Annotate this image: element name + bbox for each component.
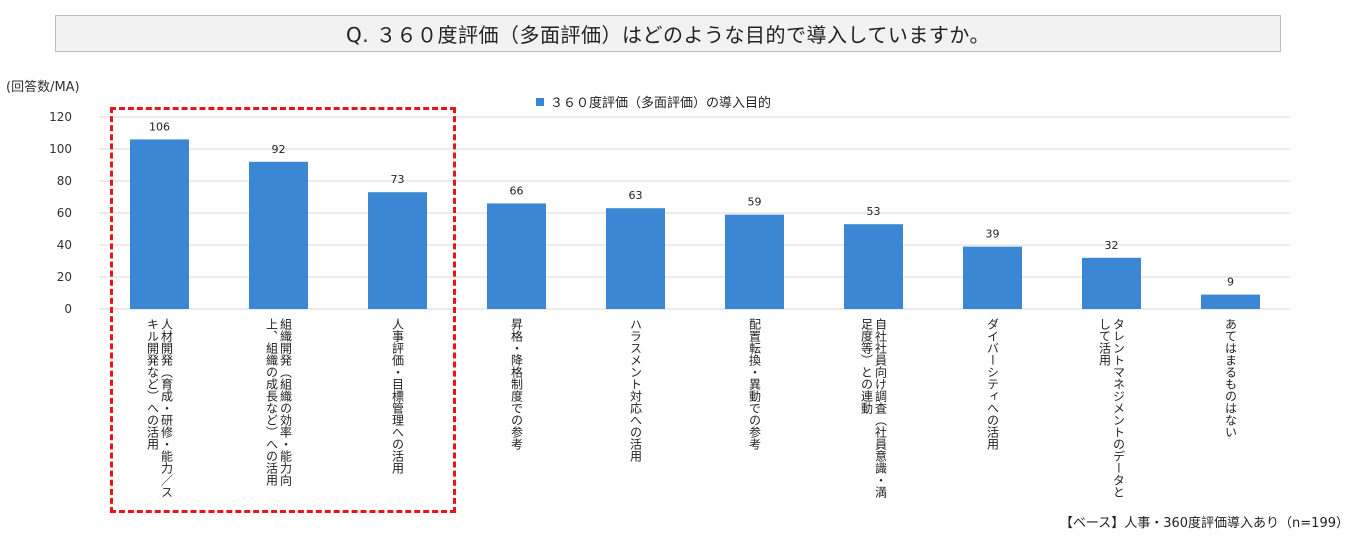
data-label: 63 xyxy=(629,189,643,202)
x-tick-label: ダイバーシティへの活用 xyxy=(985,318,1000,450)
legend-swatch xyxy=(536,97,544,106)
bar xyxy=(487,203,546,309)
x-tick-label: 昇格・降格制度での参考 xyxy=(509,318,524,450)
unit-label: (回答数/MA) xyxy=(6,80,80,95)
bar xyxy=(368,192,427,309)
bar xyxy=(963,246,1022,309)
y-tick-label: 40 xyxy=(57,238,72,252)
bar xyxy=(1082,257,1141,309)
bar xyxy=(1201,294,1260,309)
bar xyxy=(725,214,784,309)
question-title: Q. ３６０度評価（多面評価）はどのような目的で導入していますか。 xyxy=(55,15,1281,52)
data-label: 39 xyxy=(986,228,1000,241)
legend-label: ３６０度評価（多面評価）の導入目的 xyxy=(550,96,772,111)
data-label: 59 xyxy=(748,196,762,209)
y-tick-label: 120 xyxy=(49,110,72,124)
x-tick-label: 人事評価・目標管理への活用 xyxy=(390,318,405,474)
x-tick-label: 人材開発（育成・研修・能力／ス キル開発など）への活用 xyxy=(145,318,174,498)
base-note: 【ベース】人事・360度評価導入あり（n=199） xyxy=(1059,516,1349,531)
y-tick-label: 60 xyxy=(57,206,72,220)
data-label: 66 xyxy=(510,184,524,197)
data-label: 9 xyxy=(1227,276,1234,289)
data-label: 32 xyxy=(1105,239,1119,252)
x-tick-label: 配置転換・異動での参考 xyxy=(747,318,762,450)
y-tick-label: 0 xyxy=(64,302,72,316)
data-label: 73 xyxy=(391,173,405,186)
x-tick-label: ハラスメント対応への活用 xyxy=(628,318,643,462)
x-tick-label: あてはまるものはない xyxy=(1223,318,1238,438)
bar xyxy=(606,208,665,309)
x-tick-label: 組織開発（組織の効率・能力向 上、組織の成長など）への活用 xyxy=(264,318,293,486)
data-label: 106 xyxy=(149,120,170,133)
y-tick-label: 100 xyxy=(49,142,72,156)
legend: ３６０度評価（多面評価）の導入目的 xyxy=(536,92,771,111)
y-tick-label: 20 xyxy=(57,270,72,284)
bar xyxy=(844,224,903,309)
data-label: 92 xyxy=(272,143,286,156)
y-tick-label: 80 xyxy=(57,174,72,188)
x-tick-label: 自社社員向け調査（社員意識・満 足度等）との連動 xyxy=(859,318,888,498)
x-tick-label: タレントマネジメントのデータと して活用 xyxy=(1097,318,1126,498)
bar xyxy=(130,139,189,309)
bar xyxy=(249,161,308,309)
data-label: 53 xyxy=(867,205,881,218)
